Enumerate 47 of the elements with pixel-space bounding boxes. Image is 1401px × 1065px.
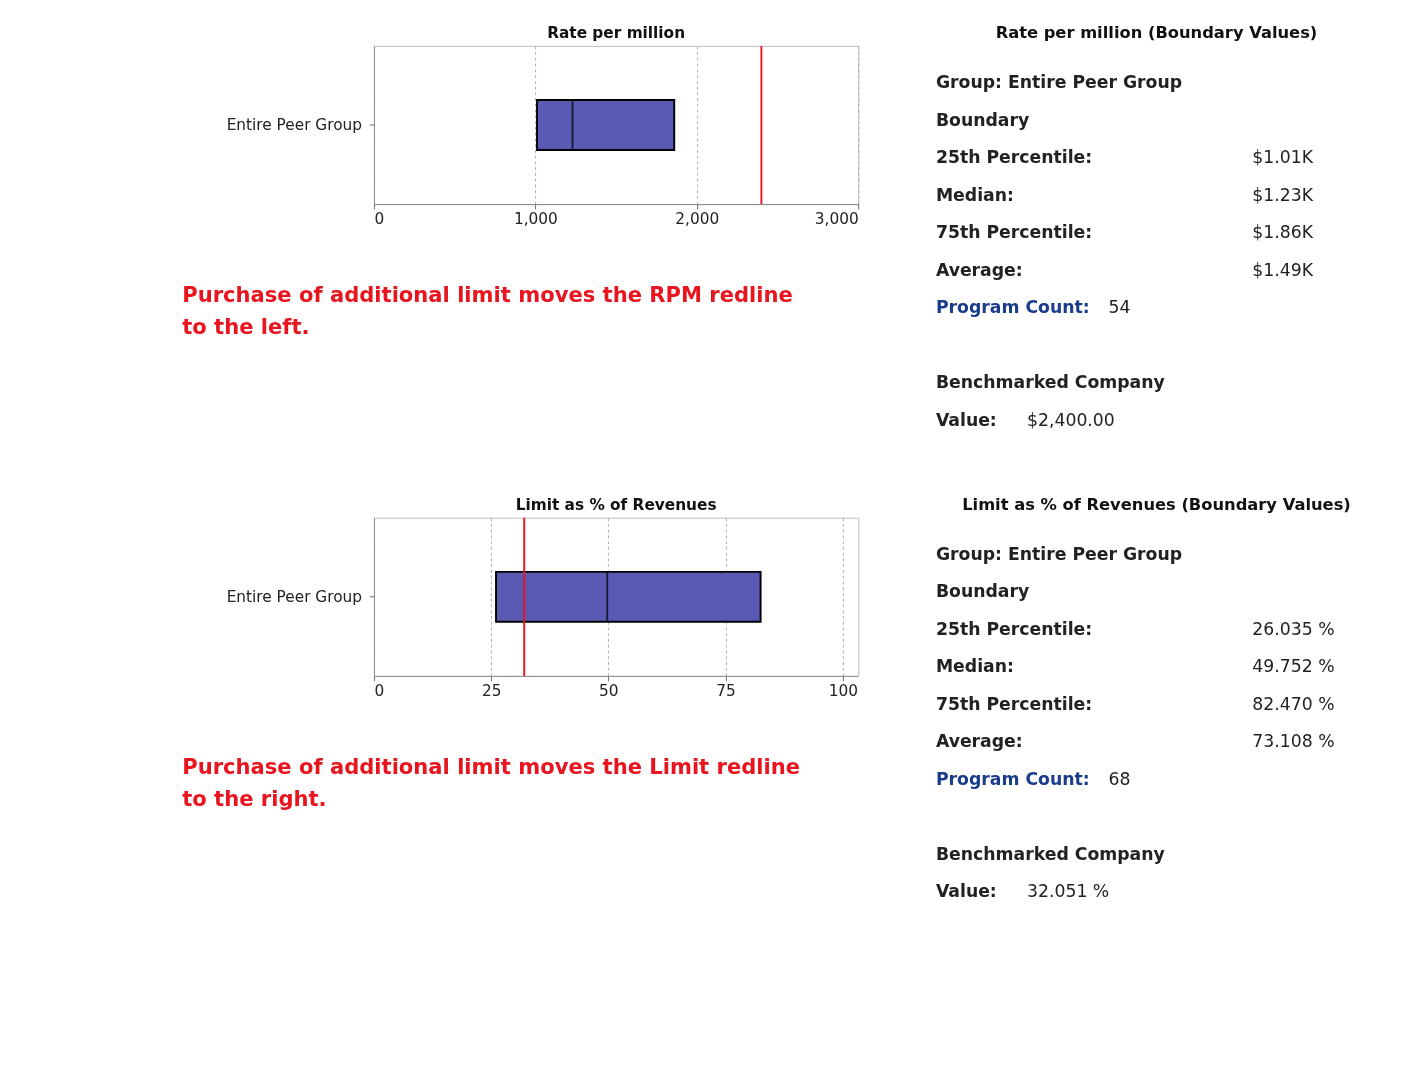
text: $2,400.00	[1027, 409, 1115, 430]
text: 82.470 %	[1252, 693, 1335, 714]
text: $1.01K	[1252, 147, 1314, 168]
y-tick-label: Entire Peer Group	[226, 115, 362, 134]
y-tick-label: Entire Peer Group	[226, 587, 362, 606]
text: Value:	[935, 881, 997, 902]
x-tick-label: 50	[599, 681, 619, 700]
text: Limit as % of Revenues (Boundary Values)	[962, 495, 1351, 515]
text: Group: Entire Peer Group	[935, 543, 1183, 564]
text: 68	[1108, 768, 1131, 789]
text: Median:	[935, 656, 1014, 677]
text: $1.23K	[1252, 184, 1314, 205]
x-tick-label: 25	[481, 681, 502, 700]
text: 73.108 %	[1252, 731, 1335, 752]
chart-title: Limit as % of Revenues	[515, 496, 717, 515]
text: Average:	[935, 259, 1023, 280]
text: Benchmarked Company	[935, 372, 1165, 393]
text: Program Count:	[935, 297, 1090, 318]
x-tick-label: 0	[374, 209, 385, 228]
text: 75th Percentile:	[935, 693, 1093, 714]
text: 54	[1108, 297, 1131, 318]
x-tick-label: 2,000	[675, 209, 720, 228]
text: $1.86K	[1252, 222, 1314, 243]
text: 25th Percentile:	[935, 618, 1093, 639]
x-tick-label: 3,000	[814, 209, 859, 228]
text: Median:	[935, 184, 1014, 205]
text: 75th Percentile:	[935, 222, 1093, 243]
text: Purchase of additional limit moves the RPM redline to the left.	[182, 281, 793, 339]
text: Program Count:	[935, 768, 1090, 789]
x-tick-label: 1,000	[513, 209, 558, 228]
text: Average:	[935, 731, 1023, 752]
x-tick-label: 0	[374, 681, 385, 700]
text: 32.051 %	[1027, 881, 1110, 902]
x-tick-label: 100	[828, 681, 858, 700]
text: Boundary	[935, 581, 1030, 602]
x-tick-label: 75	[716, 681, 736, 700]
text: Group: Entire Peer Group	[935, 72, 1183, 93]
text: Boundary	[935, 109, 1030, 130]
text: Rate per million (Boundary Values)	[995, 23, 1318, 43]
text: Benchmarked Company	[935, 843, 1165, 864]
text: Purchase of additional limit moves the Limit redline to the right.	[182, 753, 801, 811]
text: 25th Percentile:	[935, 147, 1093, 168]
text: 26.035 %	[1252, 618, 1335, 639]
chart-title: Rate per million	[547, 24, 686, 43]
text: Value:	[935, 409, 997, 430]
text: 49.752 %	[1252, 656, 1335, 677]
text: $1.49K	[1252, 259, 1314, 280]
